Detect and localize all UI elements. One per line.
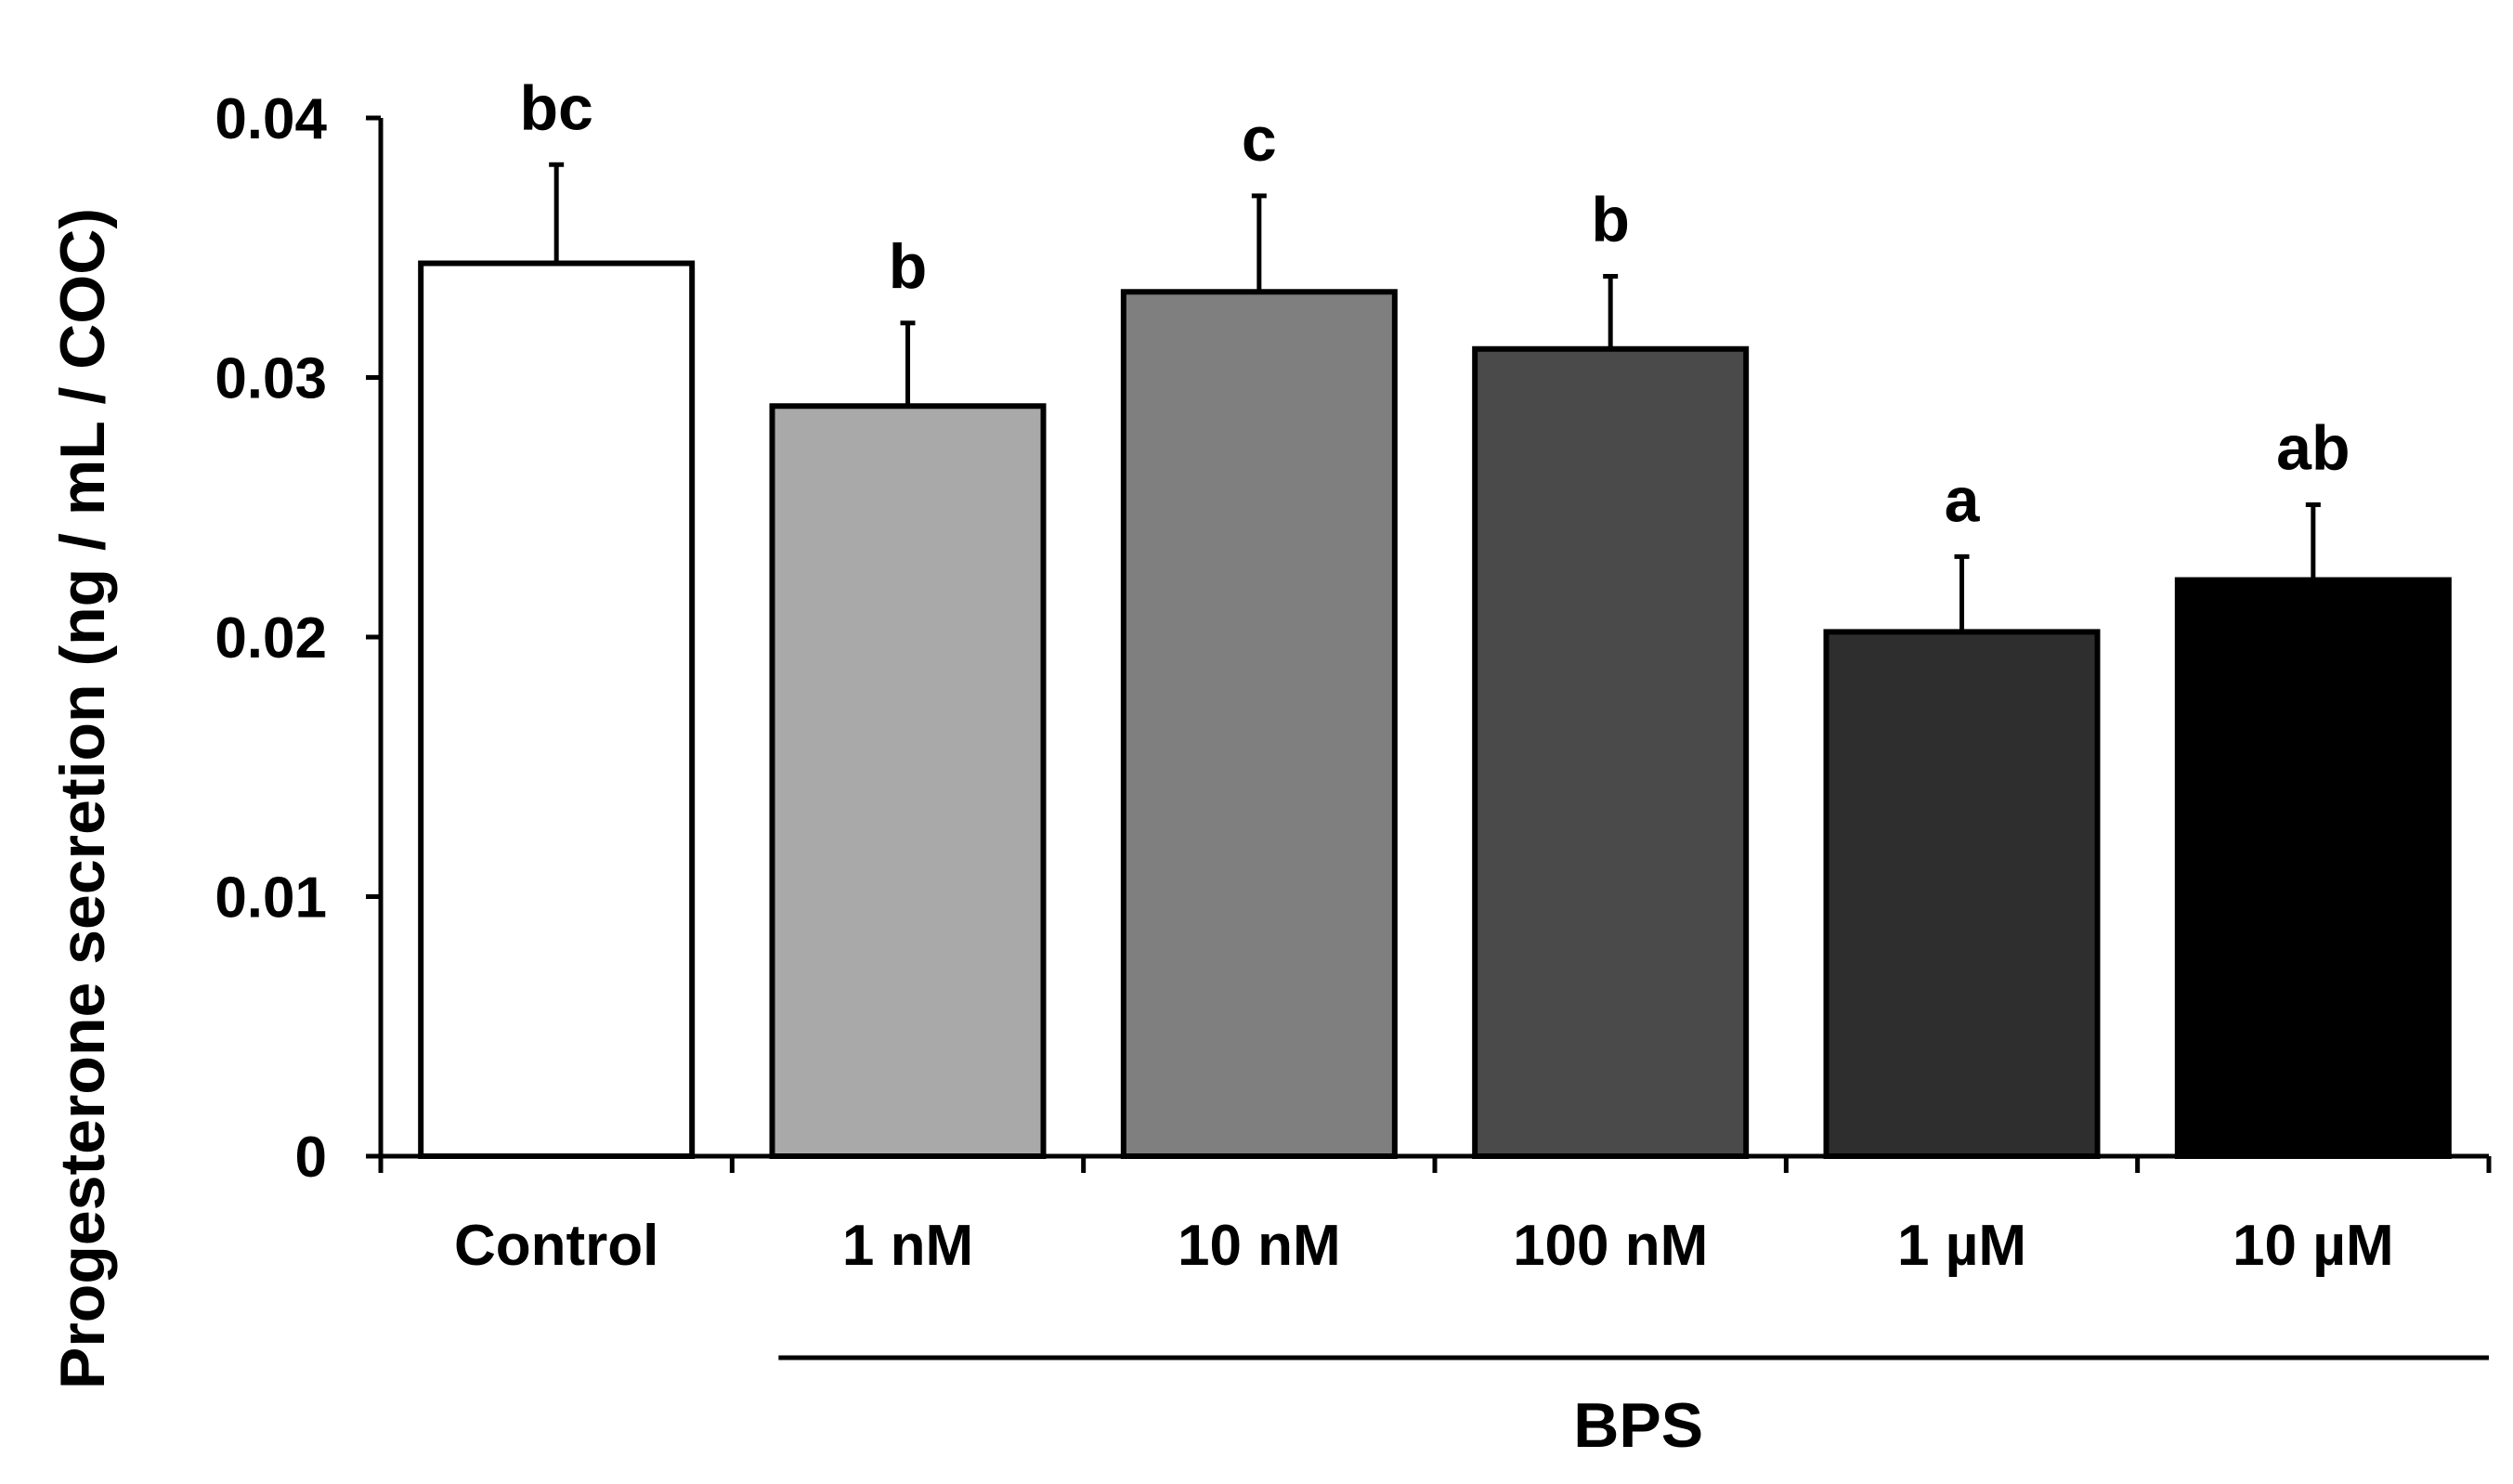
- significance-label-10-m: ab: [2276, 412, 2350, 483]
- significance-label-1-nm: b: [889, 231, 928, 302]
- y-axis-title: Progesterone secretion (ng / mL / COC): [47, 208, 118, 1389]
- x-tick-label-1-m: 1 µM: [1897, 1214, 2026, 1278]
- x-tick-label-100-nm: 100 nM: [1513, 1214, 1708, 1278]
- y-tick-label-4: 0.04: [215, 87, 327, 151]
- significance-label-100-nm: b: [1591, 184, 1630, 254]
- bar-1-m: [1823, 629, 2101, 1159]
- bars-layer: [418, 162, 2452, 1159]
- bar-10-nm: [1120, 289, 1398, 1159]
- x-tick-label-10-nm: 10 nM: [1178, 1214, 1341, 1278]
- significance-label-1-m: a: [1945, 464, 1981, 535]
- y-tick-label-1: 0.01: [215, 866, 327, 931]
- y-tick-label-3: 0.03: [215, 347, 327, 411]
- x-tick-label-control: Control: [454, 1214, 658, 1278]
- significance-label-10-nm: c: [1242, 104, 1277, 175]
- bar-10-m: [2174, 577, 2452, 1159]
- bar-control: [418, 260, 696, 1159]
- y-tick-label-0: 0: [295, 1126, 327, 1190]
- x-tick-label-1-nm: 1 nM: [842, 1214, 973, 1278]
- axes-layer: [366, 115, 2492, 1360]
- bar-100-nm: [1472, 345, 1750, 1159]
- bar-1-nm: [769, 403, 1047, 1159]
- significance-label-control: bc: [519, 72, 592, 143]
- x-tick-label-10-m: 10 µM: [2233, 1214, 2394, 1278]
- y-tick-label-2: 0.02: [215, 606, 327, 670]
- group-label-bps: BPS: [1573, 1390, 1703, 1461]
- labels-layer: bc Control b 1 nM c 10 nM b 100 nM a 1 µM ab 10 µM 0…: [47, 72, 2394, 1461]
